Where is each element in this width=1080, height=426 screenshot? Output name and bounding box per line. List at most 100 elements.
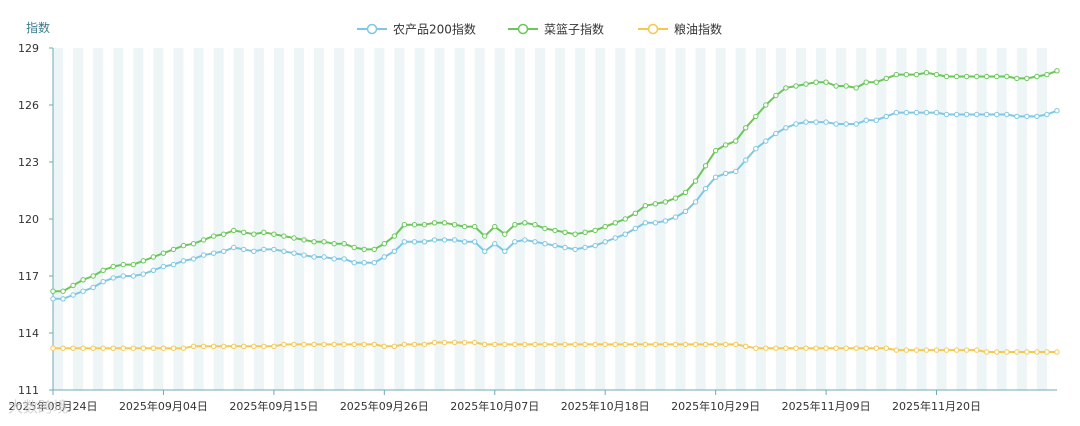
plot-band	[916, 48, 927, 390]
data-point	[271, 246, 277, 253]
plot-band	[996, 48, 1007, 390]
y-tick-label: 111	[18, 384, 39, 397]
data-point	[943, 347, 950, 353]
data-point	[100, 345, 106, 351]
plot-band	[615, 48, 626, 390]
data-point	[984, 73, 990, 80]
legend-item-0[interactable]: 农产品200指数	[357, 22, 476, 37]
data-point	[1024, 113, 1030, 120]
data-point	[341, 241, 347, 247]
data-point	[933, 347, 940, 353]
data-point	[431, 220, 438, 226]
data-point	[913, 109, 920, 116]
x-tick-label: 2025年10月29日	[671, 399, 760, 413]
data-point	[361, 260, 367, 266]
data-point	[1004, 111, 1010, 118]
data-point	[863, 345, 869, 351]
data-point	[492, 241, 498, 247]
data-point	[562, 229, 568, 236]
data-point	[90, 284, 96, 291]
legend-item-1[interactable]: 菜篮子指数	[508, 22, 604, 37]
data-point	[542, 341, 548, 348]
data-point	[923, 109, 930, 116]
x-tick-label: 2025年10月07日	[450, 399, 539, 413]
data-point	[943, 111, 950, 118]
data-point	[502, 231, 508, 237]
data-point	[572, 246, 578, 253]
data-point	[210, 343, 217, 349]
data-point	[130, 345, 137, 351]
data-point	[130, 273, 137, 279]
plot-band	[715, 48, 726, 390]
data-point	[994, 73, 1000, 80]
data-point	[592, 242, 598, 249]
data-point	[140, 271, 147, 277]
x-tick-label: 2025年09月26日	[340, 399, 429, 413]
data-point	[933, 71, 940, 78]
data-point	[251, 343, 257, 349]
data-point	[281, 233, 287, 239]
plot-band	[293, 48, 304, 390]
series-2	[50, 339, 1060, 355]
plot-band	[896, 48, 907, 390]
data-point	[592, 227, 598, 234]
data-point	[471, 239, 478, 245]
data-point	[351, 260, 357, 266]
data-point	[341, 341, 347, 348]
data-point	[652, 220, 659, 226]
data-point	[190, 256, 197, 262]
data-point	[923, 70, 930, 76]
data-point	[602, 341, 608, 348]
data-point	[873, 345, 879, 351]
plot-band	[735, 48, 746, 390]
data-point	[482, 248, 488, 255]
plot-band	[354, 48, 365, 390]
data-point	[482, 233, 488, 239]
plot-band	[454, 48, 465, 390]
plot-band	[675, 48, 686, 390]
data-point	[1024, 349, 1030, 355]
data-point	[522, 237, 528, 243]
data-point	[853, 345, 859, 351]
data-point	[1034, 73, 1040, 80]
data-point	[863, 79, 869, 85]
data-point	[90, 273, 96, 279]
data-point	[652, 201, 659, 207]
data-point	[351, 244, 357, 251]
plot-band	[956, 48, 967, 390]
plot-band	[514, 48, 525, 390]
legend[interactable]: 农产品200指数 菜篮子指数 粮油指数	[357, 22, 722, 37]
data-point	[1024, 75, 1030, 82]
plot-band	[113, 48, 124, 390]
data-point	[291, 341, 297, 348]
data-point	[331, 256, 337, 262]
legend-item-2[interactable]: 粮油指数	[638, 22, 722, 37]
data-point	[441, 220, 448, 226]
data-point	[321, 254, 327, 260]
plot-band	[53, 48, 64, 390]
data-point	[321, 239, 327, 245]
data-point	[813, 119, 819, 125]
data-point	[953, 73, 960, 80]
plot-band	[775, 48, 786, 390]
data-point	[271, 231, 277, 237]
data-point	[532, 341, 538, 348]
data-point	[682, 208, 689, 215]
data-point	[261, 229, 267, 236]
data-point	[622, 231, 628, 237]
data-point	[461, 339, 468, 346]
plot-band	[173, 48, 184, 390]
x-tick-label: 2025年08月24日	[9, 399, 98, 413]
data-point	[170, 246, 177, 253]
data-point	[512, 341, 518, 348]
data-point	[843, 83, 849, 89]
data-point	[903, 347, 910, 353]
data-point	[60, 296, 66, 302]
data-point	[251, 248, 257, 255]
data-point	[220, 343, 227, 349]
data-point	[582, 341, 588, 348]
plot-band	[474, 48, 485, 390]
data-point	[903, 109, 910, 116]
data-point	[743, 343, 749, 349]
